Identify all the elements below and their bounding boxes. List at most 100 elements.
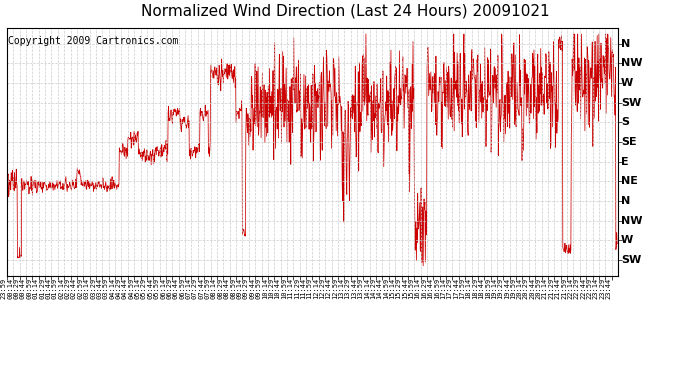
Text: 19:44: 19:44 — [504, 278, 510, 299]
Text: 05:29: 05:29 — [141, 278, 147, 299]
Text: 13:29: 13:29 — [344, 278, 351, 299]
Text: 22:44: 22:44 — [580, 278, 586, 299]
Text: 22:59: 22:59 — [586, 278, 593, 299]
Text: N: N — [621, 39, 630, 49]
Text: 04:29: 04:29 — [115, 278, 121, 299]
Text: 16:29: 16:29 — [421, 278, 427, 299]
Text: Normalized Wind Direction (Last 24 Hours) 20091021: Normalized Wind Direction (Last 24 Hours… — [141, 4, 549, 19]
Text: 08:44: 08:44 — [224, 278, 230, 299]
Text: 00:29: 00:29 — [14, 278, 19, 299]
Text: 12:44: 12:44 — [326, 278, 331, 299]
Text: 15:59: 15:59 — [408, 278, 414, 299]
Text: 00:44: 00:44 — [20, 278, 26, 299]
Text: 15:29: 15:29 — [395, 278, 402, 299]
Text: 13:14: 13:14 — [338, 278, 344, 299]
Text: 02:44: 02:44 — [71, 278, 77, 299]
Text: 10:44: 10:44 — [275, 278, 281, 299]
Text: 14:59: 14:59 — [383, 278, 389, 299]
Text: 17:14: 17:14 — [440, 278, 446, 299]
Text: 21:14: 21:14 — [542, 278, 548, 299]
Text: 10:14: 10:14 — [262, 278, 268, 299]
Text: 10:29: 10:29 — [268, 278, 274, 299]
Text: 14:29: 14:29 — [370, 278, 376, 299]
Text: W: W — [621, 78, 633, 88]
Text: 23:59: 23:59 — [1, 278, 7, 299]
Text: 03:59: 03:59 — [103, 278, 109, 299]
Text: 18:44: 18:44 — [478, 278, 484, 299]
Text: 17:59: 17:59 — [460, 278, 465, 299]
Text: 03:14: 03:14 — [83, 278, 90, 299]
Text: 07:29: 07:29 — [192, 278, 198, 299]
Text: 22:29: 22:29 — [574, 278, 580, 299]
Text: 02:59: 02:59 — [77, 278, 83, 299]
Text: W: W — [621, 235, 633, 245]
Text: 02:29: 02:29 — [65, 278, 70, 299]
Text: SW: SW — [621, 255, 641, 265]
Text: 03:44: 03:44 — [97, 278, 102, 299]
Text: 01:29: 01:29 — [39, 278, 45, 299]
Text: 09:44: 09:44 — [249, 278, 255, 299]
Text: 13:44: 13:44 — [351, 278, 357, 299]
Text: 12:29: 12:29 — [319, 278, 325, 299]
Text: 19:14: 19:14 — [491, 278, 497, 299]
Text: 02:14: 02:14 — [58, 278, 64, 299]
Text: 20:44: 20:44 — [529, 278, 535, 299]
Text: 21:59: 21:59 — [561, 278, 567, 299]
Text: 18:29: 18:29 — [472, 278, 478, 299]
Text: 09:59: 09:59 — [255, 278, 262, 299]
Text: 05:59: 05:59 — [154, 278, 159, 299]
Text: 12:14: 12:14 — [313, 278, 319, 299]
Text: 06:29: 06:29 — [166, 278, 172, 299]
Text: 18:14: 18:14 — [466, 278, 471, 299]
Text: 07:14: 07:14 — [186, 278, 192, 299]
Text: S: S — [621, 117, 629, 128]
Text: 06:14: 06:14 — [160, 278, 166, 299]
Text: 23:44: 23:44 — [606, 278, 611, 299]
Text: E: E — [621, 157, 629, 167]
Text: 10:59: 10:59 — [281, 278, 287, 299]
Text: SE: SE — [621, 137, 637, 147]
Text: 12:59: 12:59 — [332, 278, 338, 299]
Text: 07:59: 07:59 — [205, 278, 210, 299]
Text: N: N — [621, 196, 630, 206]
Text: 18:59: 18:59 — [484, 278, 491, 299]
Text: 15:14: 15:14 — [389, 278, 395, 299]
Text: 19:59: 19:59 — [510, 278, 516, 299]
Text: NE: NE — [621, 176, 638, 186]
Text: 16:59: 16:59 — [434, 278, 440, 299]
Text: 20:59: 20:59 — [535, 278, 542, 299]
Text: 08:59: 08:59 — [230, 278, 236, 299]
Text: 08:14: 08:14 — [211, 278, 217, 299]
Text: 13:59: 13:59 — [357, 278, 364, 299]
Text: 23:29: 23:29 — [599, 278, 605, 299]
Text: 04:59: 04:59 — [128, 278, 135, 299]
Text: 06:44: 06:44 — [172, 278, 179, 299]
Text: 07:44: 07:44 — [198, 278, 204, 299]
Text: 08:29: 08:29 — [217, 278, 224, 299]
Text: 14:14: 14:14 — [364, 278, 370, 299]
Text: 01:59: 01:59 — [52, 278, 58, 299]
Text: NW: NW — [621, 216, 642, 226]
Text: 17:44: 17:44 — [453, 278, 459, 299]
Text: 04:14: 04:14 — [109, 278, 115, 299]
Text: 16:14: 16:14 — [415, 278, 421, 299]
Text: 04:44: 04:44 — [122, 278, 128, 299]
Text: 03:29: 03:29 — [90, 278, 96, 299]
Text: 11:44: 11:44 — [300, 278, 306, 299]
Text: 11:59: 11:59 — [306, 278, 313, 299]
Text: 11:29: 11:29 — [294, 278, 299, 299]
Text: 16:44: 16:44 — [427, 278, 433, 299]
Text: 05:14: 05:14 — [135, 278, 141, 299]
Text: 23:14: 23:14 — [593, 278, 599, 299]
Text: 09:29: 09:29 — [243, 278, 249, 299]
Text: 19:29: 19:29 — [497, 278, 504, 299]
Text: 20:29: 20:29 — [523, 278, 529, 299]
Text: 09:14: 09:14 — [237, 278, 242, 299]
Text: 21:44: 21:44 — [555, 278, 561, 299]
Text: 22:14: 22:14 — [567, 278, 573, 299]
Text: SW: SW — [621, 98, 641, 108]
Text: 17:29: 17:29 — [446, 278, 453, 299]
Text: 06:59: 06:59 — [179, 278, 185, 299]
Text: 21:29: 21:29 — [549, 278, 554, 299]
Text: 05:44: 05:44 — [147, 278, 153, 299]
